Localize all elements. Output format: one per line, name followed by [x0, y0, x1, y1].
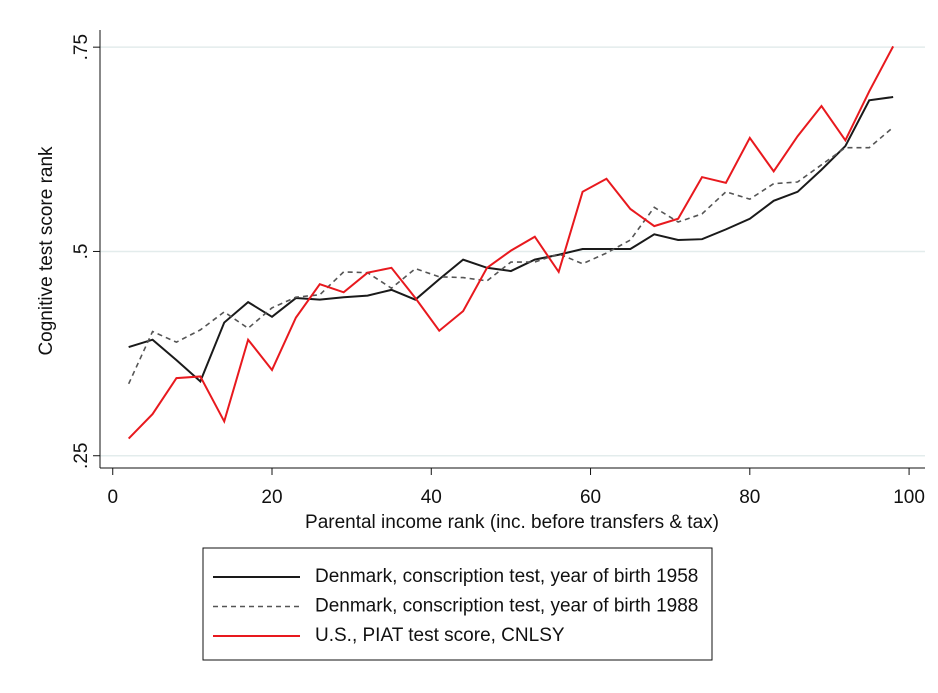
x-tick-label: 80 [739, 487, 760, 508]
series-line [127, 126, 894, 385]
y-tick-label: .5 [71, 244, 92, 260]
series-line [127, 45, 895, 440]
legend-label: Denmark, conscription test, year of birt… [315, 566, 698, 587]
series-line [128, 96, 894, 384]
y-tick-label: .75 [71, 34, 92, 60]
x-tick-label: 20 [261, 487, 282, 508]
x-tick-label: 40 [421, 487, 442, 508]
x-tick-label: 100 [893, 487, 925, 508]
x-tick-label: 60 [580, 487, 601, 508]
y-tick-label: .25 [71, 443, 92, 469]
legend-box [202, 547, 713, 661]
x-tick-label: 0 [107, 487, 118, 508]
legend-label: Denmark, conscription test, year of birt… [315, 596, 698, 617]
legend-label: U.S., PIAT test score, CNLSY [315, 625, 565, 646]
y-axis-label: Cognitive test score rank [36, 146, 57, 356]
x-axis-label: Parental income rank (inc. before transf… [305, 512, 719, 533]
